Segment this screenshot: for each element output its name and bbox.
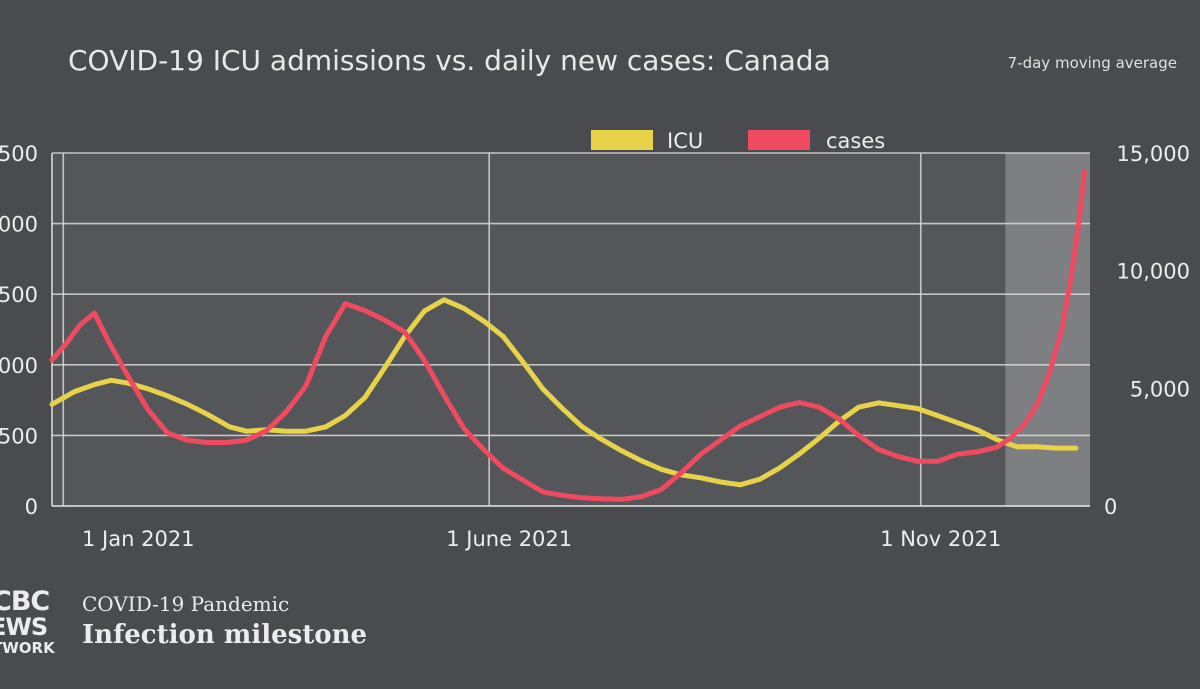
caption-topic: COVID-19 Pandemic — [82, 592, 290, 616]
caption: COVID-19 Pandemic Infection milestone — [82, 592, 367, 650]
plot-background — [52, 153, 1090, 506]
x-tick-label: 1 Jan 2021 — [82, 527, 195, 551]
left-tick-label: 500 — [0, 142, 38, 166]
right-tick-label: 5,000 — [1130, 377, 1190, 401]
chart-title: COVID-19 ICU admissions vs. daily new ca… — [68, 44, 831, 77]
x-tick-label: 1 Nov 2021 — [880, 527, 1001, 551]
right-axis-ticks: 0 5,000 10,000 15,000 — [1104, 142, 1190, 519]
shaded-region — [1005, 153, 1090, 506]
left-tick-label: 0 — [25, 495, 38, 519]
legend: ICU cases — [591, 129, 885, 153]
left-tick-label: 000 — [0, 354, 38, 378]
legend-swatch-icu — [591, 130, 653, 150]
series-lines — [49, 169, 1087, 502]
x-tick-label: 1 June 2021 — [446, 527, 572, 551]
left-axis-ticks: 0 500 000 500 000 500 — [0, 142, 38, 519]
caption-headline: Infection milestone — [82, 620, 368, 650]
left-tick-label: 500 — [0, 424, 38, 448]
right-tick-label: 10,000 — [1117, 260, 1190, 284]
right-tick-label: 0 — [1104, 495, 1117, 519]
left-tick-label: 000 — [0, 213, 38, 237]
network-logo: CBC EWS TWORK — [0, 586, 55, 657]
legend-swatch-cases — [748, 130, 810, 150]
x-axis-ticks: 1 Jan 2021 1 June 2021 1 Nov 2021 — [82, 527, 1001, 551]
series-line-cases — [49, 169, 1087, 502]
plot-area — [52, 153, 1090, 506]
series-line-icu — [49, 297, 1079, 488]
gridlines — [51, 152, 1090, 507]
right-tick-label: 15,000 — [1117, 142, 1190, 166]
chart-subtitle: 7-day moving average — [1008, 54, 1177, 72]
left-tick-label: 500 — [0, 283, 38, 307]
legend-label-icu: ICU — [667, 129, 703, 153]
legend-label-cases: cases — [826, 129, 885, 153]
